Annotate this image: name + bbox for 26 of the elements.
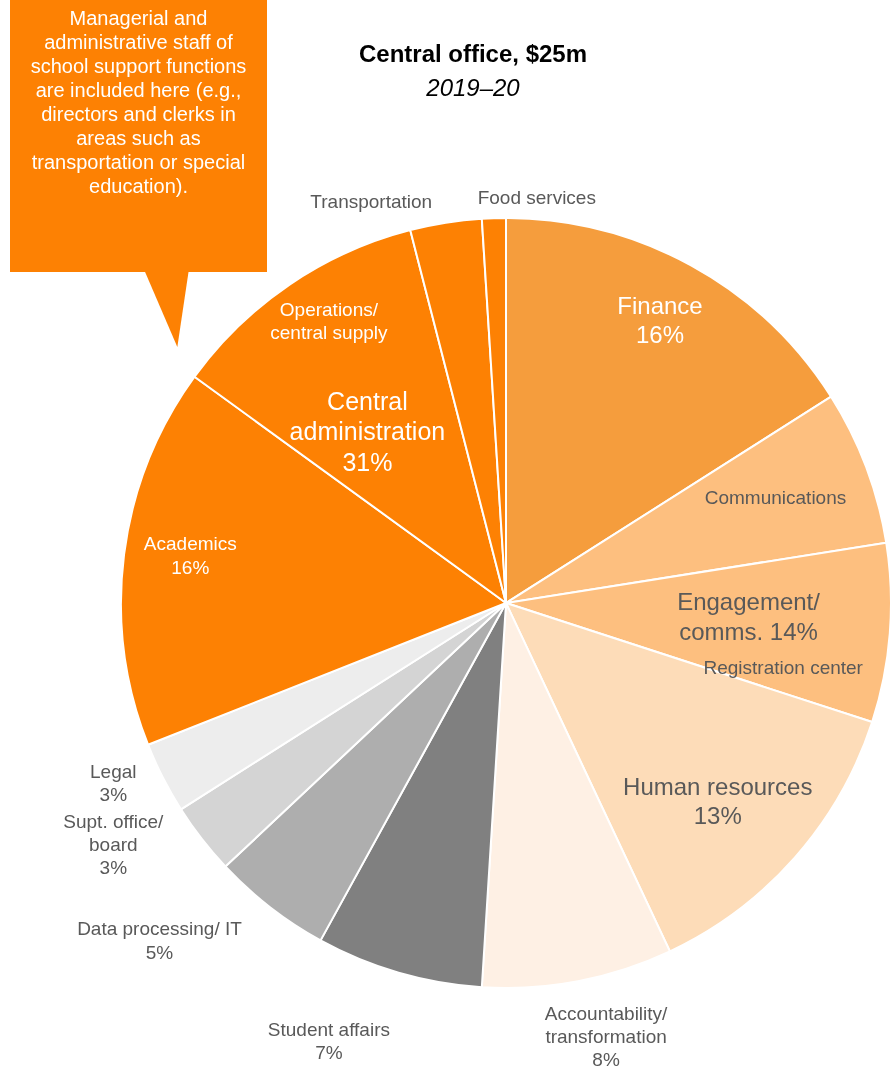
data-label: 16% [635,321,685,349]
text: Central administration 31% [289,386,446,476]
slice-label: Communications [704,487,847,509]
slice-label: Human resources [623,773,813,801]
slice-label: Operations/ central supply [270,298,389,343]
data-label: 3% [99,856,128,878]
data-label: 13% [693,802,742,830]
slice-label: Student affairs [267,1018,390,1040]
slice-label: Data processing/ IT [77,918,243,940]
slice-label: Transportation [310,190,433,212]
data-label: 5% [145,941,174,963]
text: Engagement/ comms. 14% [677,588,821,645]
text: Managerial and administrative staff of school support functions are included here (e.g., directors and clerks in areas such as transportation or special education). [10,0,267,272]
data-label: 3% [99,783,128,805]
chart-subtitle: 2019–20 [425,74,521,102]
slice-label: Accountability/ transformation [544,1003,669,1048]
chart-title: Central office, $25m [357,40,589,68]
data-label: 16% [171,556,210,578]
data-label: 7% [315,1041,343,1063]
slice-label: Registration center [703,656,864,678]
slice-label: Food services [477,186,596,208]
slice-label: Supt. office/ board [63,810,165,855]
data-label: 8% [592,1049,620,1071]
slice-label: Finance [617,291,703,319]
slice-label: Academics [143,533,237,555]
slice-label: Legal [90,760,137,782]
